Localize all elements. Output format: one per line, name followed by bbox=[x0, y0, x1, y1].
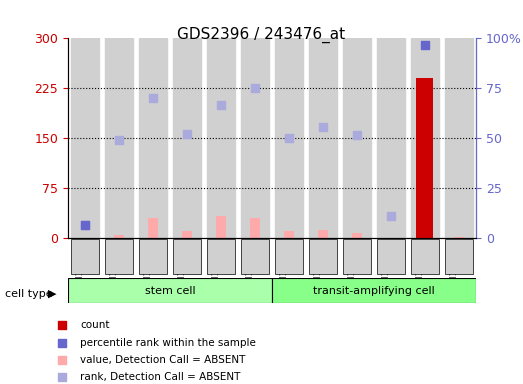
Bar bbox=[411, 38, 438, 238]
FancyBboxPatch shape bbox=[241, 239, 269, 274]
Point bbox=[115, 137, 123, 143]
FancyBboxPatch shape bbox=[272, 278, 476, 303]
Bar bbox=[275, 38, 302, 238]
Bar bbox=[114, 235, 124, 238]
Bar bbox=[343, 38, 370, 238]
FancyBboxPatch shape bbox=[105, 239, 133, 274]
Bar bbox=[139, 38, 166, 238]
Text: GSM109245: GSM109245 bbox=[416, 240, 425, 295]
Bar bbox=[241, 38, 269, 238]
FancyBboxPatch shape bbox=[309, 239, 336, 274]
Bar bbox=[207, 38, 234, 238]
FancyBboxPatch shape bbox=[411, 239, 438, 274]
Text: stem cell: stem cell bbox=[145, 286, 195, 296]
FancyBboxPatch shape bbox=[445, 239, 473, 274]
Text: GSM109249: GSM109249 bbox=[178, 240, 187, 295]
Point bbox=[319, 124, 327, 130]
Bar bbox=[454, 237, 464, 238]
Point bbox=[285, 135, 293, 141]
Text: GSM109247: GSM109247 bbox=[110, 240, 119, 295]
Bar bbox=[309, 38, 336, 238]
Bar bbox=[216, 216, 226, 238]
Text: GSM109243: GSM109243 bbox=[348, 240, 357, 295]
Bar bbox=[173, 38, 200, 238]
Bar bbox=[250, 218, 260, 238]
Text: GSM109240: GSM109240 bbox=[280, 240, 289, 295]
Point bbox=[251, 85, 259, 91]
Text: GSM109251: GSM109251 bbox=[246, 240, 255, 295]
Text: transit-amplifying cell: transit-amplifying cell bbox=[313, 286, 435, 296]
FancyBboxPatch shape bbox=[343, 239, 370, 274]
Text: GSM109241: GSM109241 bbox=[314, 240, 323, 295]
FancyBboxPatch shape bbox=[174, 239, 201, 274]
Text: cell type: cell type bbox=[5, 289, 53, 299]
Text: count: count bbox=[80, 320, 109, 330]
Bar bbox=[377, 38, 404, 238]
Bar bbox=[105, 38, 133, 238]
Text: percentile rank within the sample: percentile rank within the sample bbox=[80, 338, 256, 348]
FancyBboxPatch shape bbox=[377, 239, 405, 274]
Bar bbox=[318, 230, 328, 238]
Bar bbox=[445, 38, 472, 238]
Point bbox=[386, 213, 395, 219]
FancyBboxPatch shape bbox=[68, 278, 272, 303]
Text: GDS2396 / 243476_at: GDS2396 / 243476_at bbox=[177, 27, 346, 43]
Text: ▶: ▶ bbox=[48, 289, 56, 299]
Text: GSM109248: GSM109248 bbox=[144, 240, 153, 295]
Text: GSM109250: GSM109250 bbox=[212, 240, 221, 295]
Point bbox=[420, 42, 429, 48]
Bar bbox=[352, 233, 362, 238]
Text: GSM109246: GSM109246 bbox=[450, 240, 459, 295]
Point bbox=[149, 95, 157, 101]
Text: GSM109242: GSM109242 bbox=[76, 240, 85, 295]
FancyBboxPatch shape bbox=[139, 239, 167, 274]
Point bbox=[353, 132, 361, 138]
Bar bbox=[284, 232, 294, 238]
Point bbox=[81, 222, 89, 228]
Point bbox=[183, 131, 191, 137]
Point bbox=[362, 283, 370, 290]
FancyBboxPatch shape bbox=[207, 239, 234, 274]
Point bbox=[217, 102, 225, 108]
Text: rank, Detection Call = ABSENT: rank, Detection Call = ABSENT bbox=[80, 372, 240, 382]
Text: GSM109244: GSM109244 bbox=[382, 240, 391, 295]
Bar bbox=[416, 78, 434, 238]
FancyBboxPatch shape bbox=[71, 239, 98, 274]
Bar bbox=[148, 218, 158, 238]
Text: value, Detection Call = ABSENT: value, Detection Call = ABSENT bbox=[80, 355, 245, 365]
FancyBboxPatch shape bbox=[276, 239, 302, 274]
Point bbox=[81, 222, 89, 228]
Bar bbox=[182, 232, 192, 238]
Point bbox=[362, 126, 370, 132]
Bar bbox=[71, 38, 98, 238]
